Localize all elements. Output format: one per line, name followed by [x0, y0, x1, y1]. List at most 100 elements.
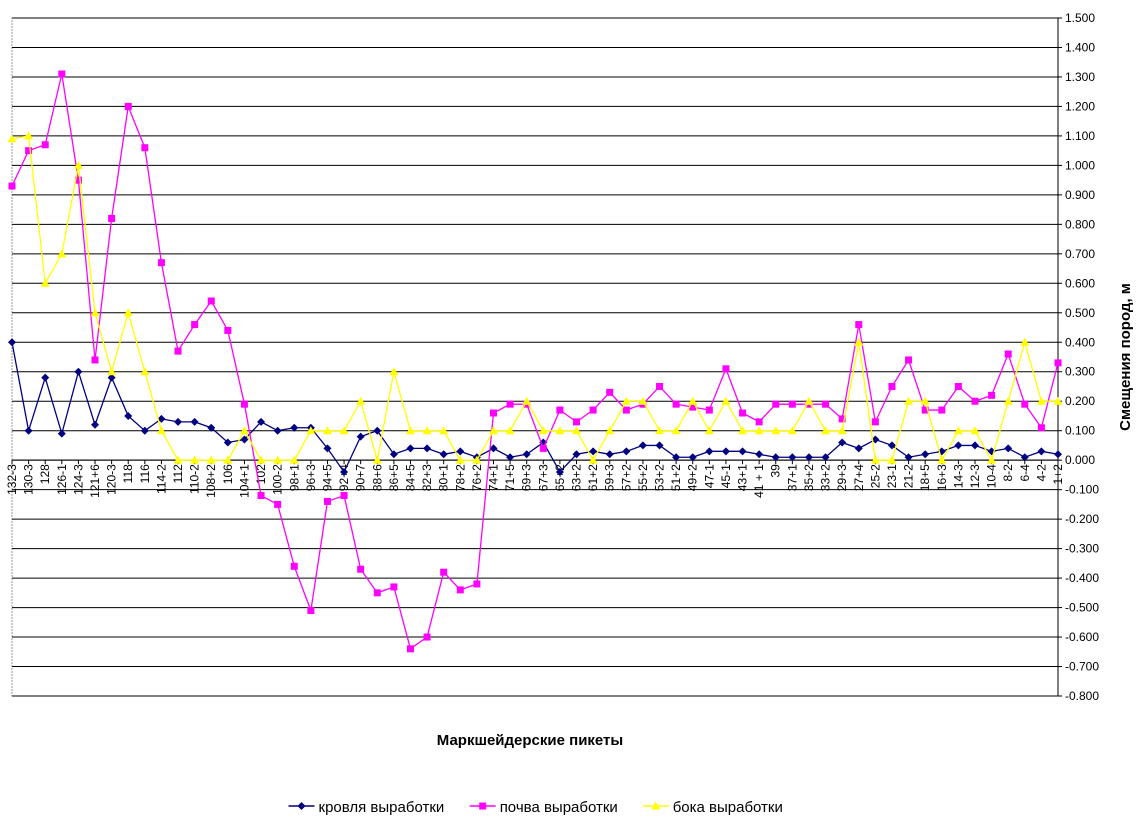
data-point: [1004, 350, 1012, 358]
data-point: [622, 406, 630, 414]
data-point: [323, 497, 331, 505]
data-point: [838, 415, 846, 423]
legend-label: бока выработки: [673, 799, 783, 816]
data-point: [622, 447, 631, 456]
y-tick-label: -0.500: [1065, 601, 1099, 615]
data-point: [1021, 400, 1029, 408]
data-point: [555, 467, 564, 476]
data-point: [206, 455, 216, 464]
x-tick-label: 4-2: [1034, 464, 1048, 482]
data-point: [373, 589, 381, 597]
x-tick-label: 114-2: [154, 464, 168, 494]
data-point: [57, 429, 66, 438]
data-point: [556, 406, 564, 414]
data-point: [671, 426, 681, 435]
data-point: [656, 382, 664, 390]
series: [7, 131, 1063, 464]
data-point: [606, 388, 614, 396]
data-point: [937, 455, 947, 464]
x-tick-label: 12-3: [968, 464, 982, 488]
data-point: [124, 102, 132, 110]
x-tick-label: 132-3: [5, 464, 19, 495]
data-point: [372, 455, 382, 464]
data-point: [340, 492, 348, 500]
x-tick-label: 18+5: [918, 464, 932, 491]
data-point: [24, 131, 34, 140]
data-point: [887, 441, 896, 450]
x-tick-label: 59+3: [603, 464, 617, 491]
data-point: [240, 435, 249, 444]
data-point: [57, 249, 67, 258]
data-point: [190, 417, 199, 426]
data-point: [390, 583, 398, 591]
data-point: [423, 633, 431, 641]
data-point: [373, 426, 382, 435]
data-point: [357, 565, 365, 573]
x-tick-label: 121+6: [88, 464, 102, 498]
data-point: [456, 586, 464, 594]
x-tick-label: 67+3: [536, 464, 550, 491]
series-line: [11, 342, 1059, 474]
x-tick-label: 55+2: [636, 464, 650, 491]
data-point: [74, 176, 82, 184]
data-point: [74, 367, 83, 376]
data-point: [771, 453, 780, 462]
y-tick-label: 0.600: [1065, 276, 1095, 290]
data-point: [772, 400, 780, 408]
data-point: [788, 453, 797, 462]
x-tick-label: 69+3: [520, 464, 534, 491]
data-point: [970, 441, 979, 450]
data-point: [904, 396, 914, 405]
data-point: [954, 441, 963, 450]
y-tick-label: -0.100: [1065, 483, 1099, 497]
legend-label: кровля выработки: [319, 799, 445, 816]
data-point: [938, 406, 946, 414]
legend-marker: [651, 801, 661, 810]
data-point: [821, 453, 830, 462]
x-tick-label: 1+2: [1051, 464, 1065, 485]
data-point: [439, 450, 448, 459]
data-point: [722, 365, 730, 373]
data-point: [771, 426, 781, 435]
data-point: [123, 308, 133, 317]
data-point: [240, 400, 248, 408]
data-point: [473, 580, 481, 588]
data-point: [822, 400, 830, 408]
data-point: [191, 321, 199, 329]
x-tick-label: 120-3: [105, 464, 119, 495]
y-tick-label: 1.000: [1065, 158, 1095, 172]
x-tick-label: 8-2: [1001, 464, 1015, 482]
x-tick-label: 6-4: [1018, 464, 1032, 482]
data-point: [489, 409, 497, 417]
data-point: [988, 391, 996, 399]
data-point: [174, 417, 183, 426]
x-tick-label: 104+1: [237, 464, 251, 498]
series: [8, 70, 1062, 653]
data-point: [754, 426, 764, 435]
data-point: [704, 426, 714, 435]
x-tick-label: 108+2: [204, 464, 218, 498]
data-point: [788, 400, 796, 408]
data-point: [1054, 359, 1062, 367]
data-point: [1020, 453, 1029, 462]
x-tick-label: 21-2: [902, 464, 916, 488]
y-tick-label: -0.400: [1065, 571, 1099, 585]
data-point: [339, 426, 349, 435]
x-tick-label: 27+4: [852, 464, 866, 491]
x-tick-label: 71+5: [503, 464, 517, 491]
y-tick-label: 1.500: [1065, 11, 1095, 25]
data-point: [224, 326, 232, 334]
data-point: [721, 396, 731, 405]
data-point: [273, 455, 283, 464]
data-point: [8, 338, 16, 347]
x-tick-label: 76+2: [470, 464, 484, 491]
data-point: [140, 426, 149, 435]
y-tick-label: 0.200: [1065, 394, 1095, 408]
data-point: [8, 182, 16, 190]
data-point: [405, 426, 415, 435]
data-point: [987, 455, 997, 464]
x-tick-label: 74+1: [486, 464, 500, 491]
data-point: [870, 455, 880, 464]
legend-marker: [479, 802, 487, 810]
y-tick-label: 1.400: [1065, 40, 1095, 54]
